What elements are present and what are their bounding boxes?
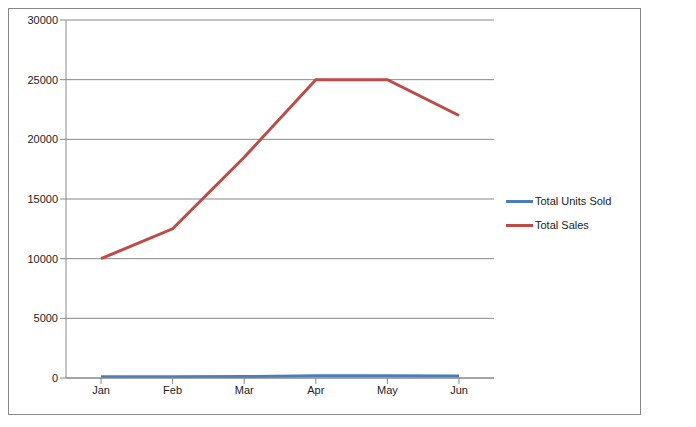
svg-text:May: May bbox=[377, 384, 398, 396]
svg-text:25000: 25000 bbox=[27, 74, 58, 86]
svg-text:15000: 15000 bbox=[27, 193, 58, 205]
svg-text:Apr: Apr bbox=[307, 384, 324, 396]
svg-text:10000: 10000 bbox=[27, 253, 58, 265]
html-text:Total Sales: Total Sales bbox=[535, 219, 589, 231]
svg-text:Feb: Feb bbox=[163, 384, 182, 396]
svg-text:0: 0 bbox=[52, 372, 58, 384]
svg-text:Mar: Mar bbox=[235, 384, 254, 396]
svg-text:Jun: Jun bbox=[450, 384, 468, 396]
svg-text:30000: 30000 bbox=[27, 14, 58, 26]
svg-text:5000: 5000 bbox=[34, 312, 58, 324]
svg-text:20000: 20000 bbox=[27, 133, 58, 145]
html-text:Total Units Sold: Total Units Sold bbox=[535, 195, 612, 207]
svg-text:Jan: Jan bbox=[92, 384, 110, 396]
